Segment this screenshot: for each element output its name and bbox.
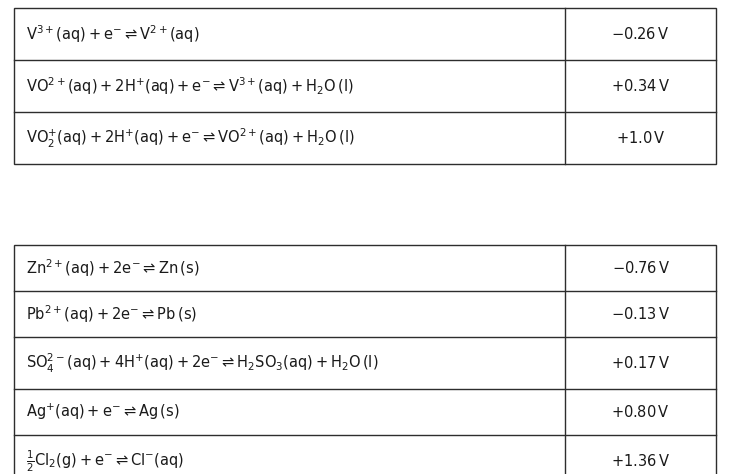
Text: $+0.80\,\mathrm{V}$: $+0.80\,\mathrm{V}$ [611,404,670,420]
Text: $\mathrm{Ag^{+}(aq) + e^{-}\rightleftharpoons Ag\,(s)}$: $\mathrm{Ag^{+}(aq) + e^{-}\rightlefthar… [26,402,180,422]
Text: $\mathrm{VO^{2+}(aq) + 2H^{+}(aq) + e^{-}\rightleftharpoons V^{3+}(aq) + H_2O\,(: $\mathrm{VO^{2+}(aq) + 2H^{+}(aq) + e^{-… [26,75,353,97]
Text: $+1.0\,\mathrm{V}$: $+1.0\,\mathrm{V}$ [615,130,666,146]
Bar [14,245,716,474]
Text: $+0.34\,\mathrm{V}$: $+0.34\,\mathrm{V}$ [611,78,670,94]
Text: $-0.26\,\mathrm{V}$: $-0.26\,\mathrm{V}$ [611,26,669,42]
Text: $\mathrm{SO_4^{2-}(aq) + 4H^{+}(aq) + 2e^{-}\rightleftharpoons H_2SO_3(aq) + H_2: $\mathrm{SO_4^{2-}(aq) + 4H^{+}(aq) + 2e… [26,351,378,374]
Text: $+1.36\,\mathrm{V}$: $+1.36\,\mathrm{V}$ [611,453,670,469]
Text: $\mathrm{V^{3+}(aq) + e^{-}\rightleftharpoons V^{2+}(aq)}$: $\mathrm{V^{3+}(aq) + e^{-}\rightlefthar… [26,23,199,45]
Text: $+0.17\,\mathrm{V}$: $+0.17\,\mathrm{V}$ [611,355,670,371]
Bar [14,8,716,164]
Text: $\mathrm{VO_2^{+}(aq) + 2H^{+}(aq) + e^{-}\rightleftharpoons VO^{2+}(aq) + H_2O\: $\mathrm{VO_2^{+}(aq) + 2H^{+}(aq) + e^{… [26,127,355,150]
Text: $\mathrm{Zn^{2+}(aq) + 2e^{-}\rightleftharpoons Zn\,(s)}$: $\mathrm{Zn^{2+}(aq) + 2e^{-}\rightlefth… [26,257,199,279]
Text: $\mathrm{Pb^{2+}(aq) + 2e^{-}\rightleftharpoons Pb\,(s)}$: $\mathrm{Pb^{2+}(aq) + 2e^{-}\rightlefth… [26,303,197,325]
Text: $-0.13\,\mathrm{V}$: $-0.13\,\mathrm{V}$ [611,306,670,322]
Text: $\frac{1}{2}\mathrm{Cl_2(g) + e^{-}\rightleftharpoons Cl^{-}(aq)}$: $\frac{1}{2}\mathrm{Cl_2(g) + e^{-}\righ… [26,448,184,474]
Text: $-0.76\,\mathrm{V}$: $-0.76\,\mathrm{V}$ [612,260,669,276]
